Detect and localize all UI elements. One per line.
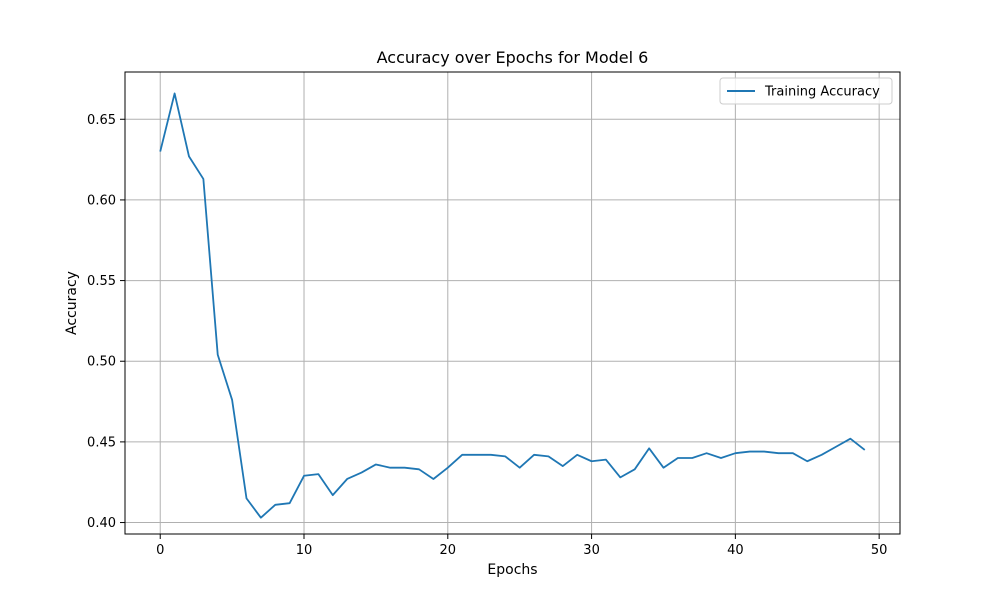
y-tick-label: 0.45	[87, 435, 116, 450]
plot-frame	[124, 71, 901, 535]
legend: Training Accuracy	[719, 77, 893, 105]
x-tick-label: 50	[871, 543, 888, 558]
x-tick-label: 0	[156, 543, 164, 558]
y-axis-label: Accuracy	[64, 271, 80, 335]
y-tick-label: 0.50	[87, 355, 116, 370]
x-tick-label: 40	[727, 543, 744, 558]
x-axis: 0 10 20 30 40 50	[156, 534, 887, 558]
series-line-training-accuracy	[159, 92, 866, 519]
y-tick-label: 0.55	[87, 274, 116, 289]
x-tick-label: 10	[296, 543, 313, 558]
x-tick-label: 30	[583, 543, 600, 558]
legend-box	[719, 77, 893, 105]
y-axis: 0.40 0.45 0.50 0.55 0.60 0.65	[87, 113, 125, 531]
x-tick-label: 20	[440, 543, 457, 558]
y-tick-label: 0.65	[87, 113, 116, 128]
chart-title: Accuracy over Epochs for Model 6	[377, 48, 649, 67]
legend-entry-training-accuracy: Training Accuracy	[764, 85, 880, 100]
x-axis-label: Epochs	[487, 562, 537, 578]
grid	[125, 72, 900, 534]
y-tick-label: 0.40	[87, 516, 116, 531]
series-layer	[159, 92, 866, 519]
y-tick-label: 0.60	[87, 193, 116, 208]
